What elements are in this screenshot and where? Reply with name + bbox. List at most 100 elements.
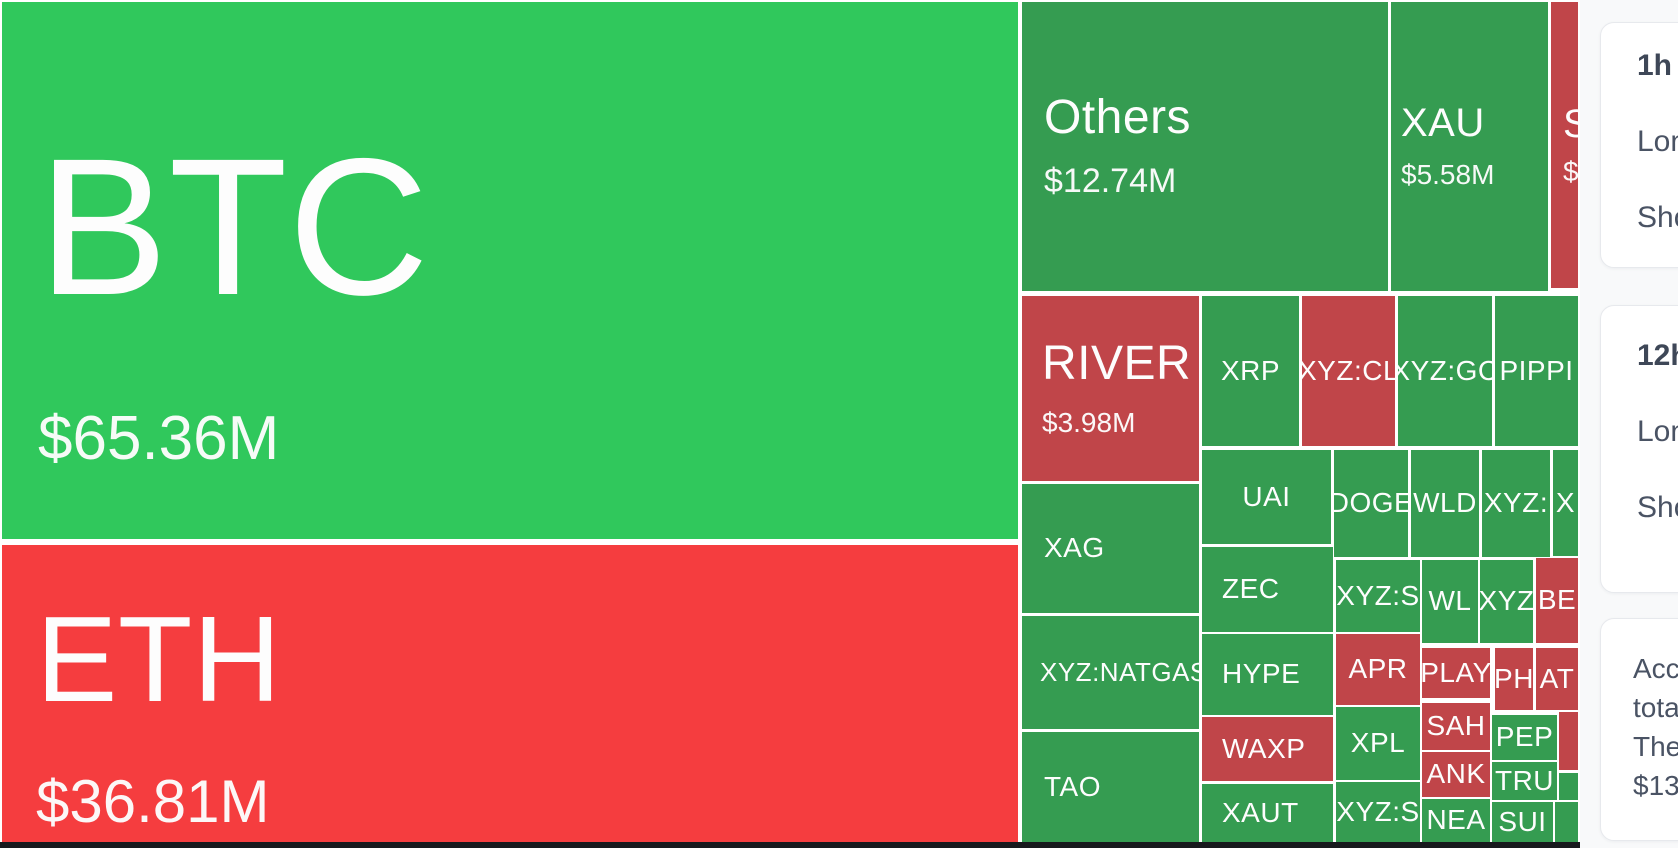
summary-line: $13 — [1633, 770, 1678, 801]
summary-line: The — [1633, 731, 1678, 762]
tile-symbol: XAUT — [1222, 796, 1299, 828]
tile-nea[interactable]: NEA — [1422, 799, 1490, 842]
bottom-bar — [0, 842, 1580, 848]
tile-symbol: WL — [1428, 585, 1472, 617]
tile-wl[interactable]: WL — [1422, 560, 1478, 643]
tile-symbol: Others — [1044, 90, 1192, 144]
tile-xyz:[interactable]: XYZ: — [1482, 450, 1550, 557]
tile-wld[interactable]: WLD — [1411, 450, 1479, 557]
tile-tru[interactable]: TRU — [1492, 762, 1557, 800]
summary-card: Acc tota The $13 — [1600, 618, 1678, 841]
tile-at[interactable]: AT — [1536, 648, 1578, 710]
tile-value: $3.98M — [1042, 406, 1136, 438]
tile-xyz:natgas[interactable]: XYZ:NATGAS — [1022, 616, 1199, 729]
stats-card-1h: 1h Long Short — [1600, 22, 1678, 268]
tile-symbol: RIVER — [1042, 337, 1192, 390]
tile-symbol: X — [1555, 486, 1576, 518]
tile-symbol: SUI — [1498, 805, 1547, 837]
tile-symbol: XAG — [1044, 532, 1105, 564]
tile-symbol: UAI — [1242, 480, 1291, 512]
tile-pep[interactable]: PEP — [1492, 715, 1557, 760]
tile-sliver[interactable] — [1559, 712, 1578, 770]
tile-eth[interactable]: ETH $36.81M — [2, 545, 1018, 842]
tile-symbol: ETH — [36, 591, 282, 727]
card-1h-short-label: Short — [1637, 201, 1678, 234]
tile-xaut[interactable]: XAUT — [1202, 784, 1333, 842]
tile-symbol: ZEC — [1222, 573, 1280, 605]
tile-symbol: ANK — [1426, 758, 1486, 790]
tile-symbol: XYZ: — [1483, 487, 1549, 519]
tile-zec[interactable]: ZEC — [1202, 547, 1333, 632]
tile-xyz:s[interactable]: XYZ:S — [1336, 782, 1420, 842]
tile-hype[interactable]: HYPE — [1202, 634, 1333, 715]
tile-value: $ — [1563, 155, 1578, 187]
tile-play[interactable]: PLAY — [1422, 648, 1490, 698]
tile-uai[interactable]: UAI — [1202, 450, 1331, 544]
tile-symbol: HYPE — [1222, 658, 1301, 690]
tile-symbol: XYZ — [1480, 585, 1533, 617]
tile-symbol: XPL — [1350, 727, 1406, 759]
tile-be[interactable]: BE — [1536, 558, 1578, 643]
tile-symbol: S — [1563, 101, 1578, 146]
tile-sah[interactable]: SAH — [1422, 703, 1490, 750]
tile-value: $65.36M — [38, 403, 280, 473]
tile-xyz:gc[interactable]: XYZ:GC — [1398, 296, 1492, 446]
tile-apr[interactable]: APR — [1336, 634, 1420, 705]
tile-value: $5.58M — [1401, 159, 1495, 191]
tile-symbol: PEP — [1495, 721, 1554, 753]
card-12h-long-label: Long — [1637, 415, 1678, 448]
tile-symbol: XYZ:S — [1336, 579, 1420, 611]
tile-symbol: APR — [1348, 653, 1408, 685]
tile-xrp[interactable]: XRP — [1202, 296, 1299, 446]
tile-ank[interactable]: ANK — [1422, 752, 1490, 797]
tile-others[interactable]: Others $12.74M — [1022, 2, 1388, 291]
tile-sliver[interactable] — [1555, 802, 1578, 842]
tile-sui[interactable]: SUI — [1492, 802, 1553, 842]
card-12h-title: 12h — [1637, 339, 1678, 372]
tile-symbol: XAU — [1401, 101, 1485, 146]
tile-xyz[interactable]: XYZ — [1480, 560, 1533, 643]
tile-symbol: TAO — [1044, 770, 1101, 802]
tile-symbol: WAXP — [1222, 732, 1306, 764]
tile-river[interactable]: RIVER $3.98M — [1022, 296, 1199, 481]
tile-btc[interactable]: BTC $65.36M — [2, 2, 1018, 539]
tile-ph[interactable]: PH — [1495, 648, 1533, 710]
tile-symbol: XYZ:CL — [1302, 354, 1395, 386]
summary-line: tota — [1633, 692, 1678, 723]
tile-symbol: WLD — [1413, 487, 1477, 519]
tile-x[interactable]: X — [1553, 450, 1578, 556]
tile-value: $36.81M — [36, 768, 270, 836]
tile-waxp[interactable]: WAXP — [1202, 717, 1333, 781]
summary-line: Acc — [1633, 653, 1678, 684]
tile-symbol: DOGE — [1334, 487, 1408, 519]
tile-pippi[interactable]: PIPPI — [1495, 296, 1578, 446]
tile-symbol: PIPPI — [1499, 354, 1574, 386]
tile-s[interactable]: S $ — [1551, 2, 1578, 288]
stats-card-12h: 12h Long Short — [1600, 305, 1678, 593]
tile-symbol: TRU — [1494, 764, 1555, 796]
liquidation-treemap: BTC $65.36M ETH $36.81M Others $12.74M XAU $5.5… — [2, 2, 1578, 842]
tile-symbol: NEA — [1426, 804, 1486, 836]
tile-symbol: XYZ:GC — [1398, 354, 1492, 386]
tile-sliver[interactable] — [1559, 773, 1578, 800]
tile-tao[interactable]: TAO — [1022, 732, 1199, 842]
tile-symbol: SAH — [1426, 710, 1486, 742]
tile-xyz:cl[interactable]: XYZ:CL — [1302, 296, 1395, 446]
tile-xag[interactable]: XAG — [1022, 484, 1199, 613]
tile-symbol: XYZ:S — [1336, 795, 1420, 827]
tile-symbol: AT — [1539, 662, 1575, 694]
tile-doge[interactable]: DOGE — [1334, 450, 1408, 557]
tile-xau[interactable]: XAU $5.58M — [1391, 2, 1548, 291]
tile-xyz:s[interactable]: XYZ:S — [1336, 560, 1420, 632]
tile-xpl[interactable]: XPL — [1336, 707, 1420, 780]
tile-symbol: PLAY — [1422, 656, 1490, 688]
card-1h-long-label: Long — [1637, 125, 1678, 158]
tile-symbol: XRP — [1220, 354, 1281, 386]
tile-symbol: BE — [1537, 584, 1577, 616]
card-1h-title: 1h — [1637, 49, 1673, 82]
tile-symbol: BTC — [38, 118, 430, 336]
tile-value: $12.74M — [1044, 162, 1177, 201]
tile-symbol: XYZ:NATGAS — [1040, 657, 1199, 688]
tile-symbol: PH — [1495, 662, 1533, 694]
